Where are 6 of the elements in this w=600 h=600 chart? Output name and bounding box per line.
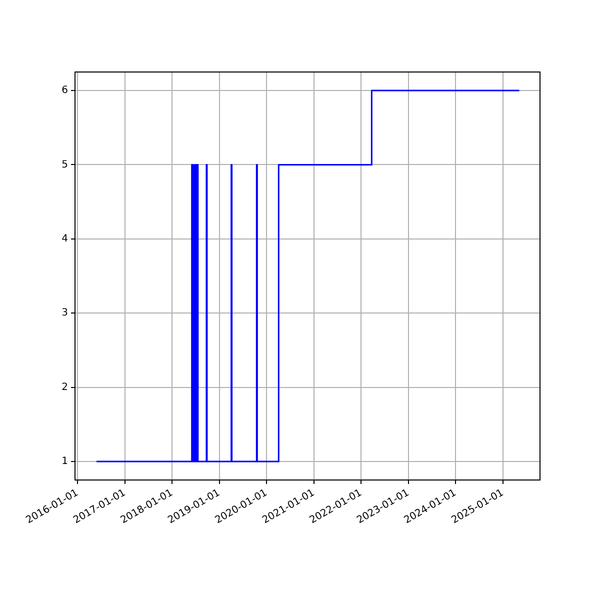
y-tick-label: 5 [62, 159, 68, 170]
y-tick-label: 3 [62, 308, 68, 319]
y-tick-label: 1 [62, 456, 68, 468]
y-tick-label: 6 [62, 85, 68, 96]
y-tick-label: 2 [62, 382, 68, 393]
y-tick-label: 4 [62, 234, 68, 245]
